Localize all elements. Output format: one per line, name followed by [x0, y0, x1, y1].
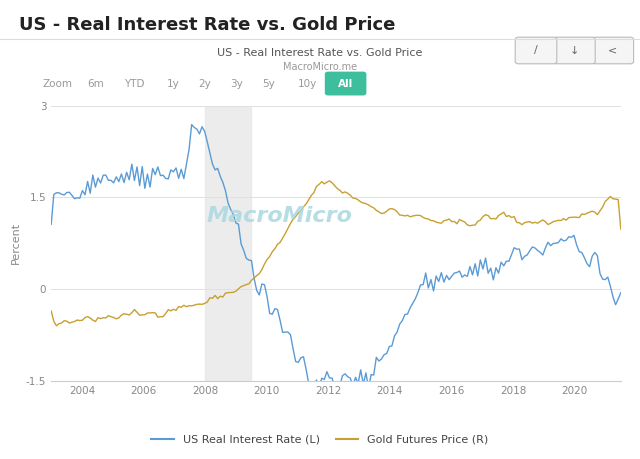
US Real Interest Rate (L)	[617, 290, 625, 296]
Bar	[205, 106, 252, 381]
Text: 2y: 2y	[198, 78, 211, 89]
Text: /: /	[534, 45, 538, 56]
Gold Futures Price (R)	[47, 308, 55, 314]
Text: YTD: YTD	[124, 78, 145, 89]
Y-axis label: Percent: Percent	[10, 222, 20, 264]
US Real Interest Rate (L)	[188, 122, 195, 127]
Text: US - Real Interest Rate vs. Gold Price: US - Real Interest Rate vs. Gold Price	[218, 48, 422, 58]
Text: All: All	[338, 78, 353, 89]
Gold Futures Price (R)	[552, 218, 559, 224]
Text: 3y: 3y	[230, 78, 243, 89]
Text: <: <	[608, 45, 618, 56]
Gold Futures Price (R)	[534, 220, 541, 226]
US Real Interest Rate (L)	[47, 222, 55, 227]
Text: US - Real Interest Rate vs. Gold Price: US - Real Interest Rate vs. Gold Price	[19, 16, 396, 34]
Gold Futures Price (R)	[357, 199, 365, 205]
Text: MacroMicro: MacroMicro	[206, 206, 352, 226]
Text: Zoom: Zoom	[43, 78, 72, 89]
Text: ↓: ↓	[570, 45, 579, 56]
Text: 1y: 1y	[166, 78, 179, 89]
Gold Futures Price (R)	[52, 323, 60, 329]
Line: Gold Futures Price (R): Gold Futures Price (R)	[51, 181, 621, 326]
Gold Futures Price (R)	[563, 218, 570, 223]
Line: US Real Interest Rate (L): US Real Interest Rate (L)	[51, 124, 621, 389]
US Real Interest Rate (L)	[552, 241, 559, 246]
Gold Futures Price (R)	[326, 178, 333, 184]
US Real Interest Rate (L)	[216, 174, 224, 179]
Gold Futures Price (R)	[617, 226, 625, 232]
US Real Interest Rate (L)	[316, 386, 323, 392]
US Real Interest Rate (L)	[534, 247, 541, 253]
Gold Futures Price (R)	[206, 295, 214, 301]
Gold Futures Price (R)	[216, 293, 224, 299]
US Real Interest Rate (L)	[563, 237, 570, 243]
Legend: US Real Interest Rate (L), Gold Futures Price (R): US Real Interest Rate (L), Gold Futures …	[147, 430, 493, 449]
Text: 10y: 10y	[298, 78, 317, 89]
Text: 6m: 6m	[88, 78, 104, 89]
Text: 5y: 5y	[262, 78, 275, 89]
US Real Interest Rate (L)	[357, 367, 365, 373]
US Real Interest Rate (L)	[206, 150, 214, 155]
Text: MacroMicro.me: MacroMicro.me	[283, 62, 357, 72]
